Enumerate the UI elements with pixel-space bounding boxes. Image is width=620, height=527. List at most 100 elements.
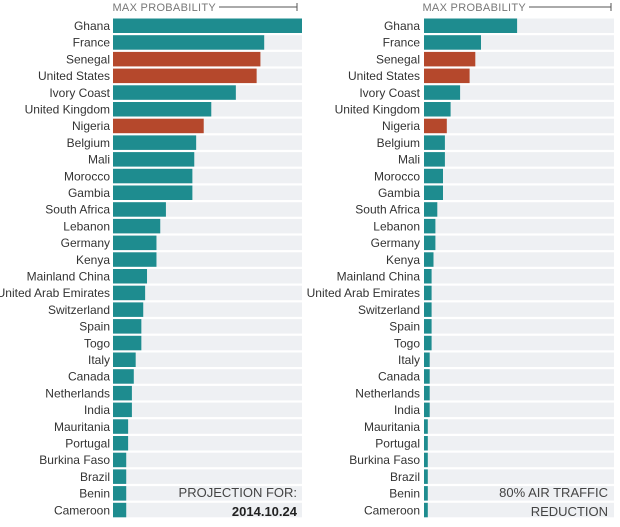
panel-1-bar-switzerland[interactable] [113, 302, 144, 317]
panel-1-bar-united-kingdom[interactable] [113, 102, 212, 117]
panel-2-label-spain: Spain [389, 320, 420, 334]
panel-2-bar-cameroon[interactable] [424, 502, 428, 518]
panel-1-bar-ghana[interactable] [113, 18, 302, 34]
panel-1-bar-italy[interactable] [113, 352, 136, 368]
panel-2-bar-germany[interactable] [424, 235, 436, 251]
panel-1-track-germany [113, 235, 302, 251]
panel-1-track-italy [113, 352, 302, 367]
panel-2-bar-senegal[interactable] [424, 51, 476, 67]
panel-2-label-united-states: United States [348, 69, 420, 83]
panel-2-bar-portugal[interactable] [424, 436, 428, 451]
panel-2-label-south-africa: South Africa [355, 203, 420, 217]
panel-2-bar-gambia[interactable] [424, 185, 443, 201]
panel-1-track-kenya [113, 252, 302, 267]
panel-1-bar-spain[interactable] [113, 319, 142, 334]
panel-2-bar-brazil[interactable] [424, 469, 428, 484]
panel-2-bar-united-arab-emirates[interactable] [424, 285, 432, 301]
panel-1-bar-burkina-faso[interactable] [113, 452, 127, 468]
panel-1-bar-south-africa[interactable] [113, 202, 166, 217]
panel-2-label-india: India [394, 403, 420, 417]
panel-1-bar-cameroon[interactable] [113, 502, 127, 518]
panel-2-bar-united-kingdom[interactable] [424, 102, 451, 117]
panel-1-bar-brazil[interactable] [113, 469, 127, 484]
panel-2-label-ivory-coast: Ivory Coast [359, 86, 420, 100]
panel-2-bar-mainland-china[interactable] [424, 269, 432, 284]
panel-1-bar-gambia[interactable] [113, 185, 193, 201]
panel-2-track-lebanon [424, 218, 614, 234]
panel-1-label-morocco: Morocco [64, 169, 110, 183]
panel-2-bar-canada[interactable] [424, 369, 430, 384]
panel-1-label-lebanon: Lebanon [63, 219, 110, 233]
panel-1-bar-mainland-china[interactable] [113, 269, 148, 284]
panel-1-label-senegal: Senegal [66, 52, 110, 66]
panel-2-bar-togo[interactable] [424, 335, 432, 351]
panel-2-annotation-line-2: REDUCTION [531, 504, 608, 519]
panel-2-bar-morocco[interactable] [424, 168, 443, 184]
panel-2-label-cameroon: Cameroon [364, 503, 420, 517]
panel-2-track-united-kingdom [424, 102, 614, 117]
panel-2-track-italy [424, 352, 614, 367]
panel-1-bar-mauritania[interactable] [113, 419, 129, 434]
panel-1-track-brazil [113, 469, 302, 484]
panel-1-bar-nigeria[interactable] [113, 118, 204, 134]
panel-2-track-portugal [424, 436, 614, 451]
panel-2-bar-benin[interactable] [424, 486, 428, 501]
panel-2-bar-south-africa[interactable] [424, 202, 438, 217]
panel-1-label-nigeria: Nigeria [72, 119, 110, 133]
panel-1-track-portugal [113, 436, 302, 451]
panel-2-bar-france[interactable] [424, 35, 481, 50]
panel-1-annotation-line-2: 2014.10.24 [232, 504, 298, 519]
panel-2-track-germany [424, 235, 614, 251]
panel-2-track-united-arab-emirates [424, 285, 614, 301]
panel-1-bar-united-states[interactable] [113, 68, 257, 84]
panel-1-track-burkina-faso [113, 452, 302, 468]
panel-2-bar-switzerland[interactable] [424, 302, 432, 317]
panel-1-label-belgium: Belgium [67, 136, 110, 150]
panel-1-bar-france[interactable] [113, 35, 265, 50]
panel-1-label-united-kingdom: United Kingdom [25, 103, 110, 117]
panel-1-bar-morocco[interactable] [113, 168, 193, 184]
panel-2-label-france: France [383, 36, 421, 50]
panel-2-bar-ghana[interactable] [424, 18, 518, 34]
panel-1-bar-canada[interactable] [113, 369, 134, 384]
panel-2-bar-mauritania[interactable] [424, 419, 428, 434]
panel-2-track-nigeria [424, 118, 614, 134]
panel-2-track-kenya [424, 252, 614, 267]
panel-2-bar-mali[interactable] [424, 152, 445, 167]
panel-2-bar-nigeria[interactable] [424, 118, 447, 134]
panel-2-header: MAX PROBABILITY [422, 2, 526, 14]
panel-2-bar-kenya[interactable] [424, 252, 434, 267]
panel-1-bar-lebanon[interactable] [113, 218, 161, 234]
panel-2-label-mainland-china: Mainland China [337, 270, 421, 284]
panel-2-bar-netherlands[interactable] [424, 385, 430, 401]
panel-1-bar-netherlands[interactable] [113, 385, 132, 401]
panel-1-bar-senegal[interactable] [113, 51, 261, 67]
panel-1-bar-mali[interactable] [113, 152, 195, 167]
panel-2-bar-italy[interactable] [424, 352, 430, 368]
panel-1-bar-united-arab-emirates[interactable] [113, 285, 146, 301]
panel-2-bar-ivory-coast[interactable] [424, 85, 461, 100]
panel-2-bar-united-states[interactable] [424, 68, 470, 84]
panel-1-label-gambia: Gambia [68, 186, 110, 200]
panel-1-bar-kenya[interactable] [113, 252, 157, 267]
panel-2-label-switzerland: Switzerland [358, 303, 420, 317]
panel-1-track-cameroon [113, 502, 302, 518]
panel-2-label-portugal: Portugal [375, 437, 420, 451]
panel-2-bar-india[interactable] [424, 402, 430, 418]
panel-2-bar-lebanon[interactable] [424, 218, 436, 234]
panel-2-track-canada [424, 369, 614, 384]
panel-1-bar-india[interactable] [113, 402, 132, 418]
panel-1-label-italy: Italy [88, 353, 110, 367]
panel-2-bar-burkina-faso[interactable] [424, 452, 428, 468]
panel-2-bar-belgium[interactable] [424, 135, 445, 150]
panel-1-bar-benin[interactable] [113, 486, 127, 501]
panel-1-label-germany: Germany [61, 236, 110, 250]
panel-1-bar-togo[interactable] [113, 335, 142, 351]
panel-1-bar-germany[interactable] [113, 235, 157, 251]
panel-1-bar-portugal[interactable] [113, 436, 129, 451]
panel-1-bar-ivory-coast[interactable] [113, 85, 236, 100]
panel-2-bar-spain[interactable] [424, 319, 432, 334]
panel-2-label-burkina-faso: Burkina Faso [349, 453, 420, 467]
panel-2-label-nigeria: Nigeria [382, 119, 420, 133]
panel-1-bar-belgium[interactable] [113, 135, 197, 150]
